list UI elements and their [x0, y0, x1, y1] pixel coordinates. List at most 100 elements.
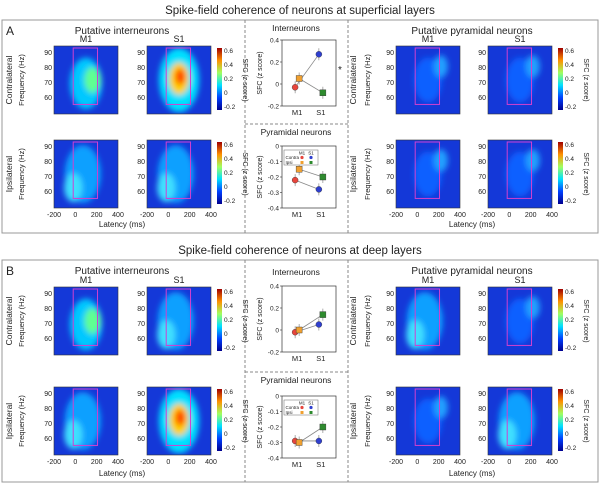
colorbar-tick-label: 0.4: [565, 156, 574, 163]
heatmap: 90 80 70 60 S1 0.6 0.4 0.2 0 -0.2 SFC (z score): [478, 34, 589, 115]
freq-tick-label: 60: [44, 95, 52, 102]
legend-contra-m1-marker: [300, 155, 304, 160]
column-label: S1: [173, 34, 184, 44]
legend-ipsi-label: Ipsi: [286, 410, 293, 415]
frequency-axis-label: Frequency (Hz): [363, 148, 372, 200]
colorbar-tick-label: 0.6: [224, 389, 233, 396]
heatmap: 90 80 70 60 -200 0 200 400: [386, 386, 466, 466]
legend-ipsi-m1-marker: [300, 411, 304, 414]
colorbar-tick-label: -0.2: [565, 345, 577, 352]
freq-tick-label: 70: [44, 421, 52, 428]
inset-y-tick-label: -0.2: [268, 425, 280, 432]
colorbar: [558, 48, 563, 110]
heatmap-blobs: [506, 296, 540, 344]
latency-tick-label: 400: [546, 212, 558, 219]
freq-tick-label: 80: [137, 306, 145, 313]
freq-tick-label: 90: [478, 50, 486, 57]
freq-tick-label: 90: [386, 144, 394, 151]
heatmap: 90 80 70 60 -200 0 200 400 0.6 0.4 0.2 0 -0.2 SFC (z …: [137, 139, 248, 219]
freq-tick-label: 70: [478, 321, 486, 328]
freq-tick-label: 70: [44, 174, 52, 181]
roi-box: [506, 141, 533, 199]
panel-b-frame: [1, 259, 599, 483]
heatmap: 90 80 70 60 -200 0 200 400 0.6 0.4 0.2 0 -0.2 SFC (z …: [137, 386, 248, 466]
heatmap-border: [487, 386, 553, 456]
freq-tick-label: 80: [386, 406, 394, 413]
inset-axes: [281, 39, 337, 107]
colorbar-tick-label: 0.4: [224, 156, 233, 163]
row-label: Contralateral: [348, 297, 358, 346]
freq-tick-label: 70: [386, 421, 394, 428]
panel-a-interneuron-header: Putative interneurons: [75, 26, 170, 37]
heatmap-blobs: [64, 392, 101, 450]
heatmap-border: [53, 286, 119, 356]
inset-axes: [281, 285, 337, 353]
legend-contra-s1-marker: [309, 155, 313, 160]
roi-box: [414, 288, 441, 346]
heatmap: 90 80 70 60 -200 0 200 400: [386, 139, 466, 219]
heatmap-border: [53, 45, 119, 115]
inset-y-tick-label: 0.4: [270, 38, 279, 45]
freq-tick-label: 60: [386, 436, 394, 443]
inset-x-tick-label: S1: [316, 108, 325, 117]
heatmap-blob: [175, 409, 186, 426]
panel-b-letter: B: [6, 264, 14, 278]
inset-y-tick-label: 0: [275, 82, 279, 89]
inset-point: [295, 166, 303, 173]
colorbar: [558, 289, 563, 351]
latency-tick-label: -200: [47, 212, 61, 219]
inset-y-axis-label: SFC (z score): [257, 405, 264, 448]
column-label: M1: [80, 275, 93, 285]
freq-tick-label: 80: [478, 159, 486, 166]
colorbar-tick-label: 0: [565, 331, 569, 338]
inset-point: [315, 186, 323, 193]
colorbar-tick-label: -0.2: [224, 104, 236, 111]
legend-ipsi-m1-marker: [300, 161, 304, 164]
inset-point: [291, 84, 299, 91]
heatmap: 90 80 70 60 M1: [44, 275, 119, 356]
colorbar: [217, 289, 222, 351]
latency-tick-label: -200: [140, 212, 154, 219]
inset-point: [295, 439, 303, 446]
inset-series-line: [294, 179, 320, 190]
freq-tick-label: 60: [44, 189, 52, 196]
latency-tick-label: 400: [205, 212, 217, 219]
inset-chart: -0.2 0 0.2 0.4 M1 S1 SFC (z score): [257, 284, 337, 363]
heatmap-blobs: [406, 292, 443, 350]
latency-tick-label: 200: [184, 212, 196, 219]
heatmap-blob: [525, 296, 540, 319]
colorbar-tick-label: 0: [565, 431, 569, 438]
row-label: Ipsilateral: [4, 156, 14, 192]
colorbar-tick-label: 0.2: [224, 170, 233, 177]
roi-box: [165, 141, 192, 199]
legend-contra-label: Contra: [286, 155, 300, 160]
latency-tick-label: -200: [389, 459, 403, 466]
panel-a-letter: A: [6, 24, 14, 38]
colorbar-tick-label: -0.2: [565, 104, 577, 111]
inset-x-tick-label: M1: [292, 108, 302, 117]
inset-y-axis-label: SFC (z score): [257, 155, 264, 198]
freq-tick-label: 90: [137, 50, 145, 57]
heatmap-border: [487, 45, 553, 115]
inset-y-tick-label: -0.3: [268, 440, 280, 447]
colorbar-tick-label: 0: [565, 90, 569, 97]
colorbar-tick-label: 0.6: [224, 142, 233, 149]
heatmap-border: [146, 45, 212, 115]
latency-tick-label: -200: [140, 459, 154, 466]
latency-tick-label: 400: [112, 459, 124, 466]
colorbar: [217, 48, 222, 110]
freq-tick-label: 90: [478, 391, 486, 398]
freq-tick-label: 60: [137, 436, 145, 443]
frequency-axis-label: Frequency (Hz): [363, 54, 372, 106]
colorbar-tick-label: 0.4: [224, 62, 233, 69]
heatmap-blob: [84, 308, 101, 334]
frequency-axis-label: Frequency (Hz): [17, 54, 26, 106]
latency-tick-label: 0: [415, 459, 419, 466]
roi-box: [72, 388, 99, 446]
heatmap-blob: [175, 68, 186, 85]
heatmap: 90 80 70 60 S1 0.6 0.4 0.2 0 -0.2 SFC (z score): [478, 275, 589, 356]
roi-box: [72, 288, 99, 346]
heatmap-border: [395, 286, 461, 356]
panel-b-interneuron-header: Putative interneurons: [75, 266, 170, 277]
